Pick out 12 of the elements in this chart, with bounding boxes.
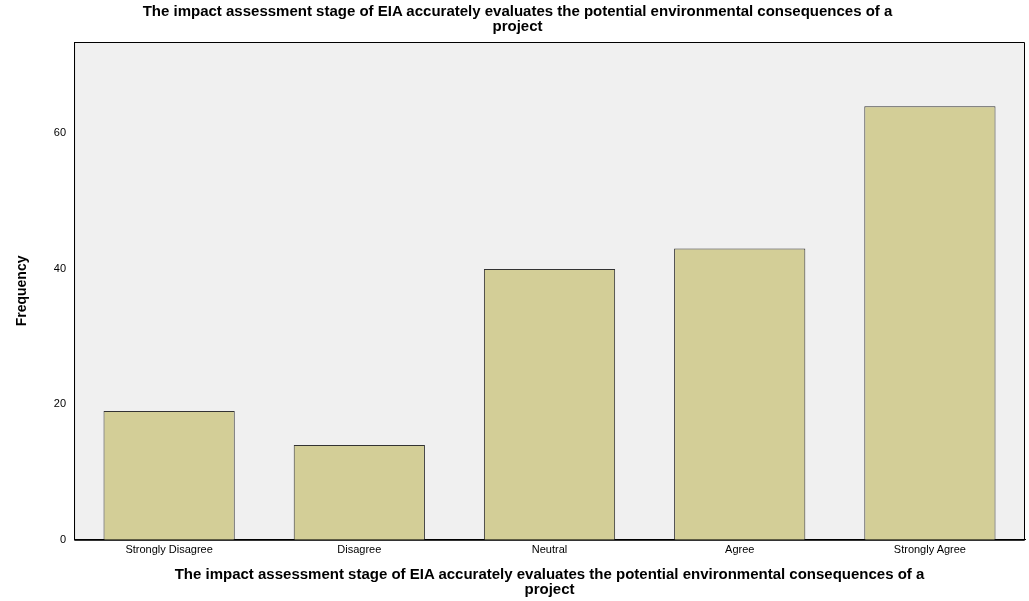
x-tick-label: Strongly Disagree: [125, 543, 213, 556]
x-tick-label: Neutral: [531, 543, 568, 556]
x-tick-label: Disagree: [337, 543, 382, 556]
x-axis-title: The impact assessment stage of EIA accurately evaluates the potential environmental consequences of a project: [174, 564, 926, 597]
x-tick-label: Strongly Agree: [893, 543, 966, 556]
y-tick-label: 40: [53, 261, 67, 274]
x-tick-label: Agree: [725, 543, 755, 556]
y-tick-label: 60: [53, 126, 67, 139]
y-tick-label: 20: [53, 397, 67, 410]
chart-title: The impact assessment stage of EIA accurately evaluates the potential environmental consequences of a project: [142, 1, 894, 34]
y-axis-title: Frequency: [13, 255, 30, 327]
y-tick-label: 0: [59, 532, 67, 545]
